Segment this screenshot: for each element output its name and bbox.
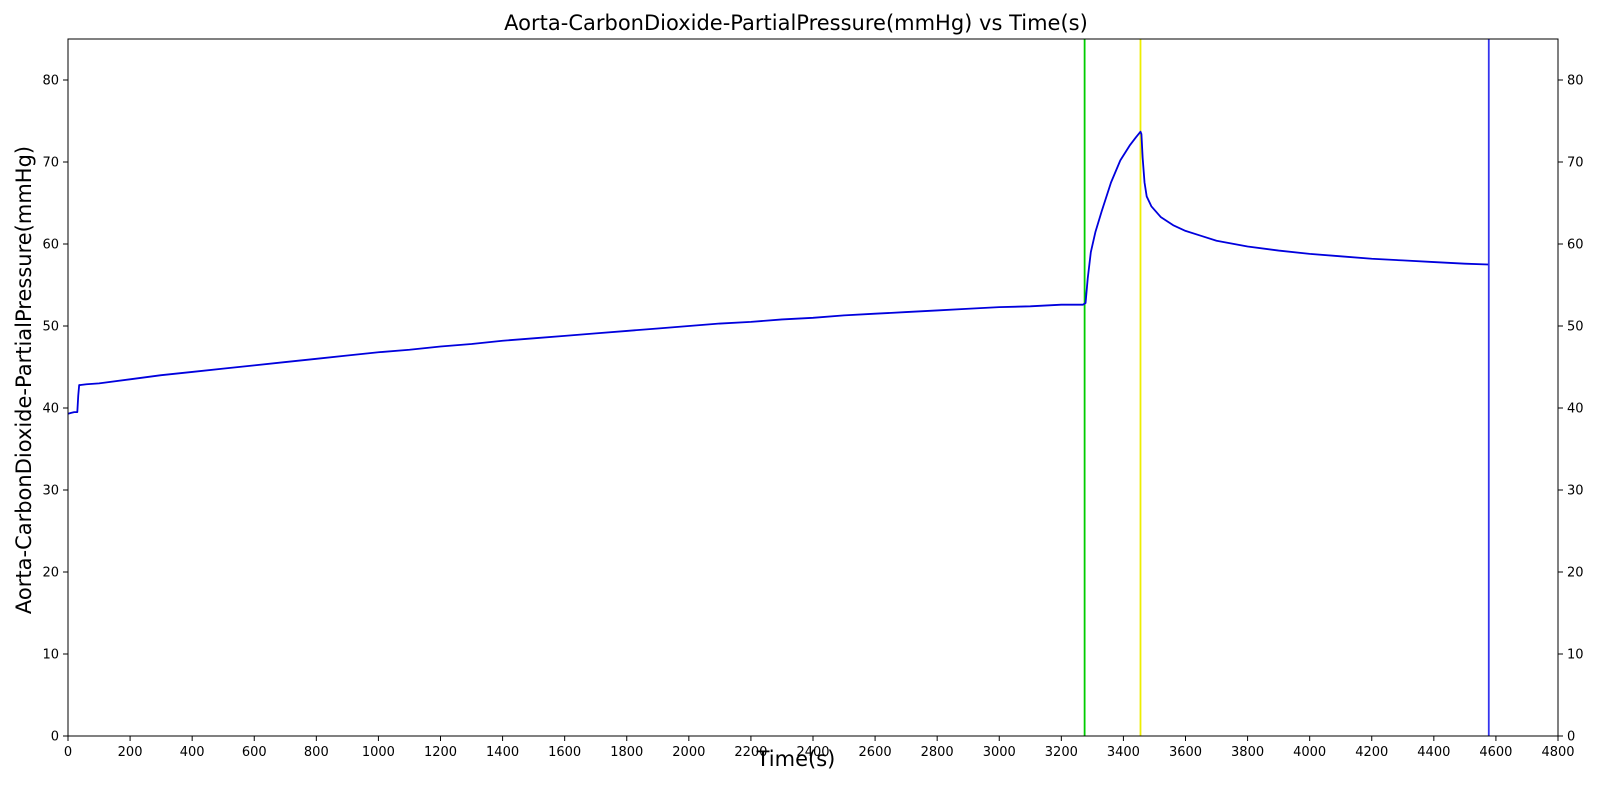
y-tick-label-right: 60 (1567, 238, 1584, 253)
y-tick-label-left: 10 (42, 648, 59, 663)
y-tick-label-right: 30 (1567, 484, 1584, 499)
x-tick-label: 1800 (610, 745, 643, 760)
x-tick-label: 2400 (796, 745, 829, 760)
series-layer (67, 130, 1489, 415)
x-tick-label: 0 (64, 745, 72, 760)
x-tick-label: 800 (304, 745, 329, 760)
y-tick-label-left: 50 (42, 320, 59, 335)
plot-frame (67, 38, 1559, 737)
x-tick-label: 4400 (1417, 745, 1450, 760)
y-tick-label-left: 20 (42, 566, 59, 581)
x-axis-ticks: 0 200 400 600 800 1000 1200 1400 1600 1800 2000 220… (64, 736, 1575, 760)
y-tick-label-right: 70 (1567, 156, 1584, 171)
y-tick-label-left: 60 (42, 238, 59, 253)
y-tick-label-left: 30 (42, 484, 59, 499)
x-tick-label: 200 (118, 745, 143, 760)
x-tick-label: 1000 (362, 745, 395, 760)
x-tick-label: 1200 (424, 745, 457, 760)
x-tick-label: 4200 (1355, 745, 1388, 760)
series-line-0 (67, 130, 1489, 415)
y-tick-label-right: 0 (1567, 730, 1575, 745)
x-tick-label: 2800 (921, 745, 954, 760)
x-tick-label: 3800 (1231, 745, 1264, 760)
x-tick-label: 2600 (859, 745, 892, 760)
y-tick-label-right: 20 (1567, 566, 1584, 581)
x-tick-label: 1600 (548, 745, 581, 760)
y-tick-label-right: 40 (1567, 402, 1584, 417)
x-tick-label: 2000 (672, 745, 705, 760)
y-tick-label-left: 70 (42, 156, 59, 171)
x-tick-label: 1400 (486, 745, 519, 760)
x-axis-title: Time(s) (756, 747, 836, 771)
x-tick-label: 2200 (734, 745, 767, 760)
x-tick-label: 4000 (1293, 745, 1326, 760)
x-tick-label: 3200 (1045, 745, 1078, 760)
x-tick-label: 3600 (1169, 745, 1202, 760)
y-tick-label-left: 0 (51, 730, 59, 745)
y-tick-label-right: 50 (1567, 320, 1584, 335)
y-tick-label-right: 80 (1567, 74, 1584, 89)
y-tick-label-left: 40 (42, 402, 59, 417)
y-tick-label-left: 80 (42, 74, 59, 89)
marker-lines (1083, 39, 1490, 736)
chart-title: Aorta-CarbonDioxide-PartialPressure(mmHg… (504, 11, 1088, 35)
x-tick-label: 600 (242, 745, 267, 760)
y-tick-label-right: 10 (1567, 648, 1584, 663)
x-tick-label: 4600 (1479, 745, 1512, 760)
y-axis-title: Aorta-CarbonDioxide-PartialPressure(mmHg… (12, 146, 36, 614)
x-tick-label: 400 (180, 745, 205, 760)
x-tick-label: 3400 (1107, 745, 1140, 760)
y-axis-ticks: 0 0 10 10 20 20 30 30 40 40 50 50 60 60 70 70 80 80 (42, 74, 1583, 745)
x-tick-label: 4800 (1541, 745, 1574, 760)
x-tick-label: 3000 (983, 745, 1016, 760)
